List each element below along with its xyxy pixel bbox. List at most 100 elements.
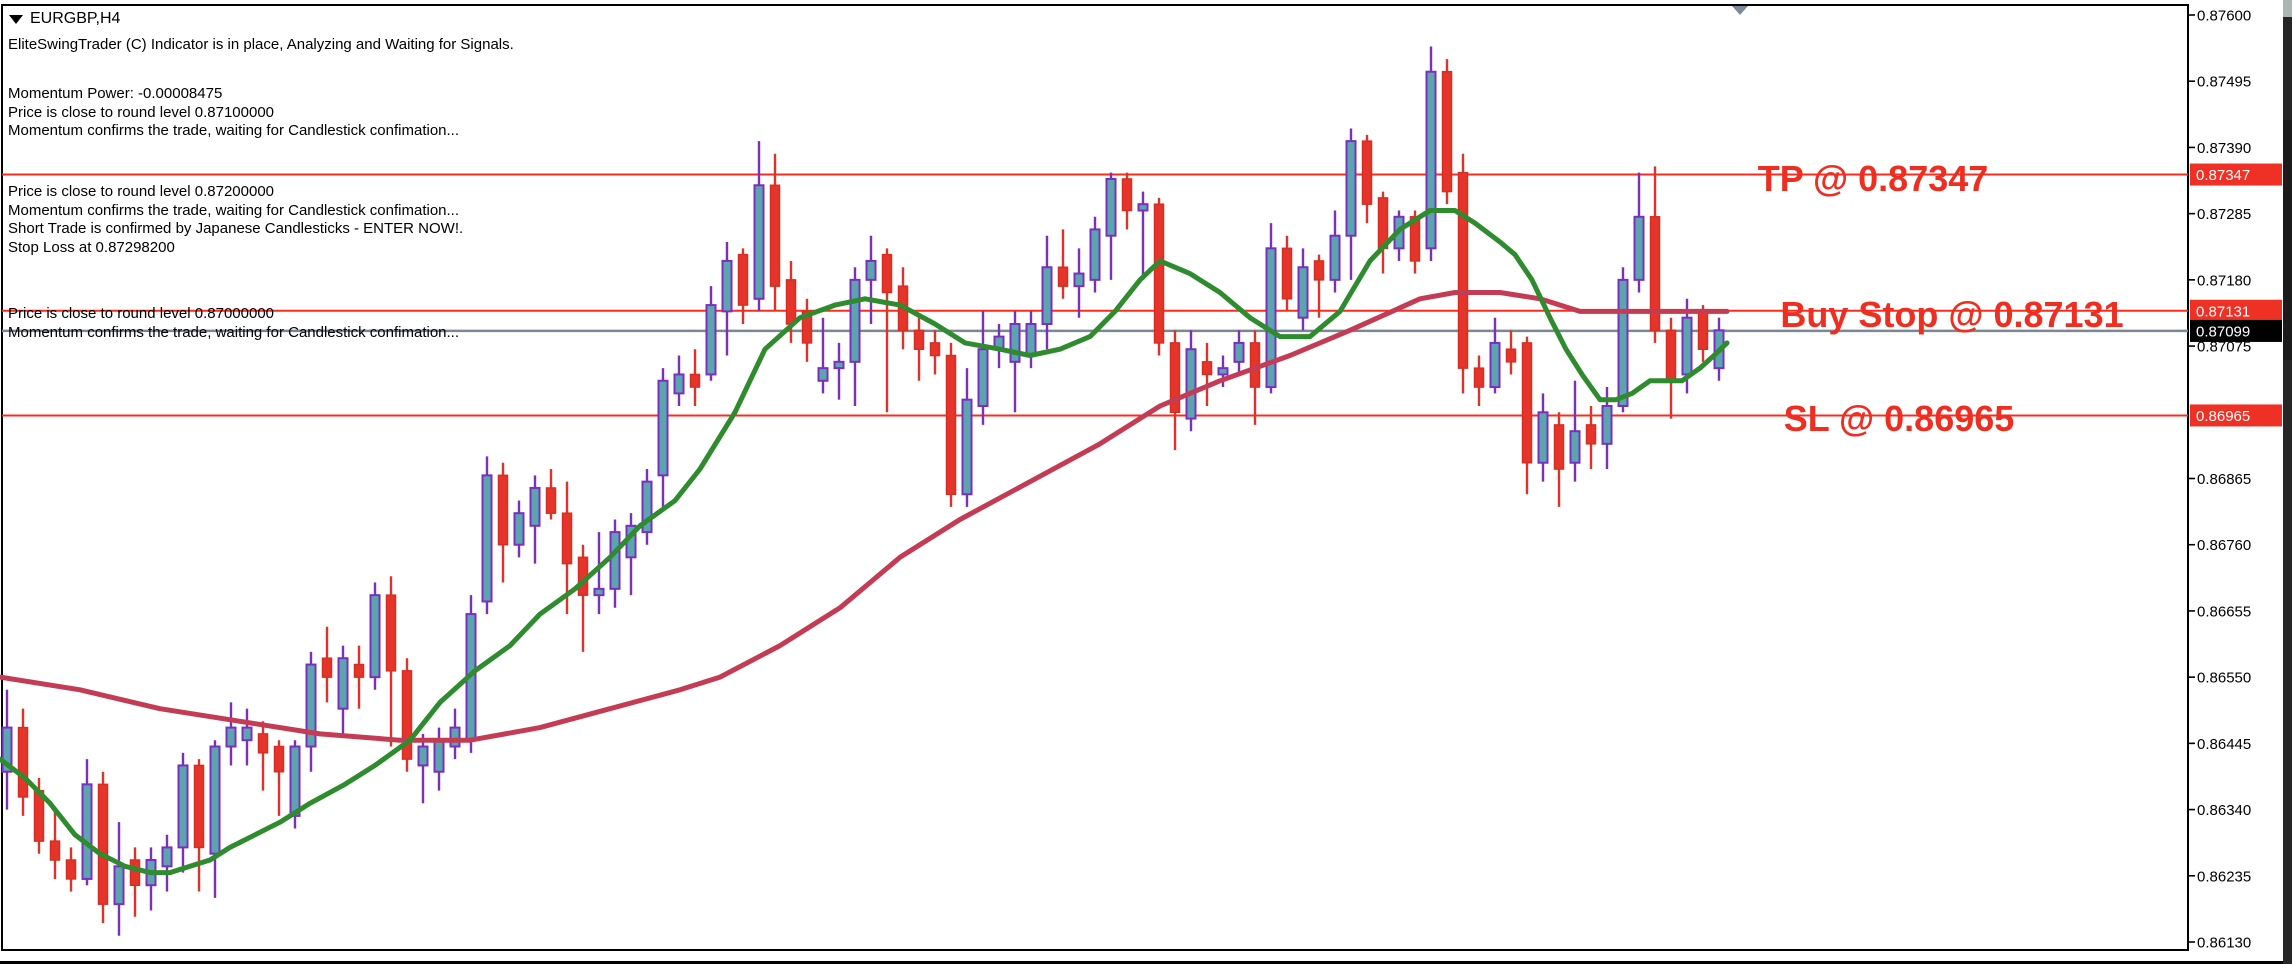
scrollbar-thumb[interactable] xyxy=(2283,120,2292,360)
candle-body-bear xyxy=(1473,367,1485,388)
axis-tick-label: 0.87285 xyxy=(2197,206,2251,223)
candle-body-bear xyxy=(1441,71,1453,193)
candle xyxy=(609,519,621,608)
candle xyxy=(1265,223,1277,394)
candle xyxy=(209,740,221,898)
candle xyxy=(257,721,269,791)
candle xyxy=(1041,235,1053,350)
candle-body-bull xyxy=(433,739,445,773)
candle-body-bull xyxy=(961,398,973,496)
candle-body-bull xyxy=(641,480,653,534)
candle xyxy=(673,355,685,406)
candle-body-bull xyxy=(113,865,125,906)
candle-body-bear xyxy=(97,783,109,905)
badge-text: 0.87131 xyxy=(2196,303,2250,320)
candle-body-bear xyxy=(1361,140,1373,205)
candle xyxy=(401,658,413,772)
candle-body-bull xyxy=(1,726,13,773)
candle xyxy=(369,582,381,690)
candle xyxy=(97,771,109,924)
candle-body-bear xyxy=(1505,348,1517,363)
candle-body-bear xyxy=(1553,424,1565,470)
candle xyxy=(769,153,781,312)
window-right-edge xyxy=(2283,0,2292,964)
candle-body-bear xyxy=(321,657,333,678)
candle-body-bull xyxy=(1217,367,1229,376)
candle xyxy=(113,822,125,936)
candle-body-bull xyxy=(1025,322,1037,357)
candle xyxy=(449,708,461,760)
indicator-message: Stop Loss at 0.87298200 xyxy=(8,239,175,256)
candle xyxy=(481,456,493,615)
candle-body-bull xyxy=(1137,203,1149,212)
candle xyxy=(1617,267,1629,413)
candle-body-bull xyxy=(593,587,605,597)
candle xyxy=(977,311,989,425)
candle xyxy=(593,532,605,615)
candle xyxy=(1233,330,1245,375)
candle-body-bull xyxy=(1041,266,1053,325)
candle xyxy=(241,708,253,766)
candle xyxy=(705,286,717,381)
candle-body-bear xyxy=(193,764,205,849)
candle xyxy=(1169,330,1181,451)
candle xyxy=(929,330,941,375)
symbol-dropdown[interactable]: EURGBP,H4 xyxy=(9,10,120,28)
candle-body-bull xyxy=(705,304,717,376)
candle-body-bear xyxy=(545,487,557,514)
candle-body-bull xyxy=(1537,411,1549,464)
candle-body-bull xyxy=(1601,404,1613,445)
axis-tick-label: 0.86865 xyxy=(2197,471,2251,488)
candle xyxy=(1329,210,1341,293)
candle-body-bull xyxy=(513,512,525,546)
candle-body-bear xyxy=(1457,171,1469,369)
candle-body-bear xyxy=(1313,260,1325,281)
candle xyxy=(273,740,285,816)
triangle-down-icon xyxy=(9,14,23,24)
window-bottom-edge xyxy=(0,961,2283,964)
candle-body-bull xyxy=(369,594,381,679)
price-axis[interactable]: 0.87600 0.87495 0.87390 0.87285 0.87180 0.870… xyxy=(2188,8,2282,952)
candle-body-bull xyxy=(1105,177,1117,237)
candle-body-bull xyxy=(1233,341,1245,363)
candle xyxy=(1089,216,1101,293)
candle xyxy=(161,834,173,892)
candle xyxy=(1553,412,1565,507)
axis-tick-label: 0.86445 xyxy=(2197,736,2251,753)
candle-body-bear xyxy=(65,859,77,880)
stop-loss-label: SL @ 0.86965 xyxy=(1783,398,2015,440)
indicator-message: Short Trade is confirmed by Japanese Can… xyxy=(8,220,464,237)
candle-body-bull xyxy=(977,348,989,407)
candle xyxy=(1345,128,1357,280)
axis-tick-label: 0.87495 xyxy=(2197,74,2251,91)
candle-body-bear xyxy=(929,342,941,357)
badge-text: 0.87099 xyxy=(2196,323,2250,340)
candle-body-bull xyxy=(161,846,173,868)
candle xyxy=(1137,191,1149,280)
candle-body-bull xyxy=(241,726,253,742)
stop-loss-badge: 0.86965 xyxy=(2190,404,2282,427)
candle xyxy=(1537,393,1549,482)
slow-ma-line xyxy=(0,290,1730,743)
candle-body-bull xyxy=(833,360,845,370)
candle-body-bull xyxy=(1569,430,1581,464)
candle-body-bear xyxy=(273,745,285,773)
axis-tick-label: 0.86340 xyxy=(2197,802,2251,819)
candle-body-bull xyxy=(417,745,429,767)
candle xyxy=(385,576,397,747)
candle-body-bear xyxy=(1665,329,1677,382)
candle-body-bear xyxy=(257,733,269,754)
candle xyxy=(1425,46,1437,261)
candle-body-bull xyxy=(865,259,877,281)
candle xyxy=(1105,172,1117,280)
candle xyxy=(801,298,813,362)
axis-tick-label: 0.87600 xyxy=(2197,8,2251,25)
buy-stop-label: Buy Stop @ 0.87131 xyxy=(1780,293,2124,335)
candle xyxy=(417,733,429,804)
candle xyxy=(641,469,653,545)
candle-body-bear xyxy=(385,594,397,672)
candle-body-bull xyxy=(225,726,237,748)
axis-tick-label: 0.87075 xyxy=(2197,339,2251,356)
